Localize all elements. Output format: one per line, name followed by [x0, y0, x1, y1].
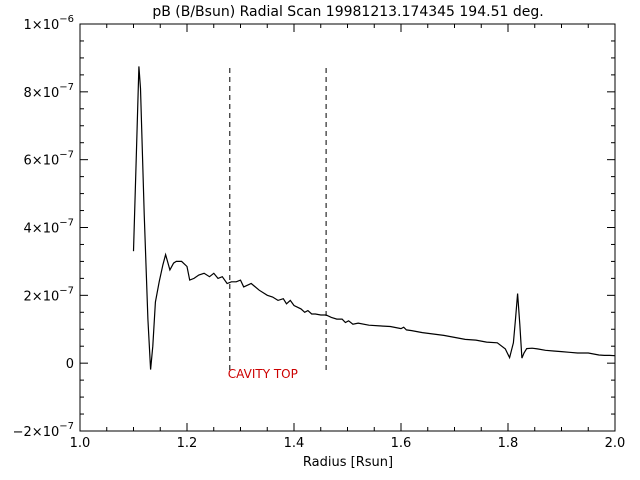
x-tick-label: 1.4: [284, 436, 305, 451]
cavity-boundary-lines: [229, 66, 327, 370]
plot-frame: [79, 23, 616, 432]
x-tick-label: 1.2: [177, 436, 198, 451]
y-tick-label: 2×10−7: [24, 285, 74, 304]
x-tick-label: 2.0: [605, 436, 626, 451]
chart-title: pB (B/Bsun) Radial Scan 19981213.174345 …: [152, 4, 543, 20]
x-tick-label: 1.6: [391, 436, 412, 451]
y-tick-label: 4×10−7: [24, 218, 74, 237]
pb-radial-profile-line: [132, 66, 616, 370]
y-tick-label: −2×10−7: [13, 421, 74, 440]
annotations-group: CAVITY TOP: [228, 367, 298, 381]
x-tick-label: 1.0: [70, 436, 91, 451]
y-tick-label: 8×10−7: [24, 82, 74, 101]
x-axis-label: Radius [Rsun]: [303, 455, 393, 470]
y-tick-label: 0: [66, 357, 74, 372]
cavity-top-annotation: CAVITY TOP: [228, 367, 298, 381]
y-axis-ticks: −2×10−7 0 2×10−7 4×10−7 6×10−7 8×10−7 1×10−6: [13, 14, 615, 440]
x-tick-label: 1.8: [498, 436, 519, 451]
x-axis-ticks: 1.0 1.2 1.4 1.6 1.8 2.0: [70, 24, 626, 451]
y-tick-label: 1×10−6: [24, 14, 74, 33]
y-tick-label: 6×10−7: [24, 150, 74, 169]
series-group: [132, 66, 616, 370]
